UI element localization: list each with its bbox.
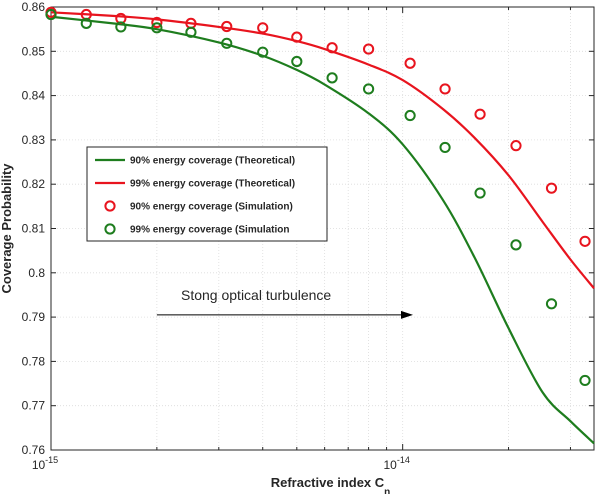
y-tick-label: 0.82 [22, 177, 46, 191]
y-tick-label: 0.85 [22, 44, 46, 58]
series-3-point [151, 16, 163, 29]
series-3-point [326, 42, 338, 54]
x-tick-label: 10-14 [383, 455, 409, 472]
annotation-arrowhead [401, 310, 414, 319]
series-line-1 [50, 15, 595, 445]
y-tick-label: 0.83 [22, 133, 46, 147]
legend-label-3: 90% energy coverage (Simulation) [130, 202, 293, 213]
series-3-point [291, 31, 303, 43]
y-tick-label: 0.86 [22, 0, 46, 14]
x-axis-ticks: 10-15 10-14 [32, 7, 571, 472]
y-tick-label: 0.76 [22, 443, 46, 457]
legend-label-2: 99% energy coverage (Theoretical) [130, 179, 295, 190]
series-3-point [439, 83, 451, 95]
series-4-point [185, 26, 197, 38]
series-4-point [257, 46, 269, 58]
series-group [45, 6, 595, 445]
series-4-point [362, 83, 375, 95]
series-3-point [545, 182, 558, 194]
legend-label-4: 99% energy coverage (Simulation [130, 225, 290, 236]
series-3-point [579, 235, 591, 247]
y-axis-title: Coverage Probability [0, 163, 14, 294]
series-4-point [115, 21, 127, 33]
annotation-text: Stong optical turbulence [181, 287, 331, 303]
legend-box [86, 146, 328, 242]
legend-swatch-4 [104, 223, 116, 235]
series-4-point [291, 55, 303, 68]
series-4-point [80, 17, 92, 29]
series-4-point [326, 72, 338, 84]
series-4-point [404, 109, 416, 122]
annotation: Stong optical turbulence [156, 287, 414, 319]
x-axis-title: Refractive index Cn [271, 475, 391, 494]
y-tick-label: 0.81 [22, 222, 46, 236]
series-3-point [474, 108, 486, 120]
x-tick-label: 10-15 [32, 455, 58, 472]
series-3-point [257, 22, 269, 34]
series-4-point [151, 22, 163, 34]
x-axis-title-main: Refractive index C [271, 475, 385, 490]
series-4-point [545, 298, 558, 310]
series-4-point [439, 141, 451, 154]
series-4-point [45, 8, 57, 21]
series-line-2 [50, 11, 595, 290]
y-tick-label: 0.77 [22, 399, 46, 413]
y-tick-label: 0.8 [28, 266, 45, 280]
y-axis-ticks: 0.76 0.77 0.78 0.79 0.8 0.81 0.82 0.83 0.84 0.85 0… [22, 0, 594, 457]
series-4-point [579, 374, 591, 387]
series-4-point [474, 187, 486, 199]
x-axis-title-subscript: n [384, 487, 390, 494]
series-4-point [221, 37, 233, 49]
legend-swatch-3 [104, 200, 116, 212]
y-tick-label: 0.78 [22, 354, 46, 368]
series-3-point [510, 140, 522, 152]
y-tick-label: 0.84 [22, 89, 46, 103]
y-tick-label: 0.79 [22, 310, 46, 324]
series-3-point [362, 43, 375, 55]
series-3-point [404, 57, 416, 69]
legend: 90% energy coverage (Theoretical) 99% ene… [86, 146, 328, 242]
series-3-point [221, 20, 233, 33]
legend-label-1: 90% energy coverage (Theoretical) [130, 156, 295, 167]
series-4-point [510, 239, 522, 251]
